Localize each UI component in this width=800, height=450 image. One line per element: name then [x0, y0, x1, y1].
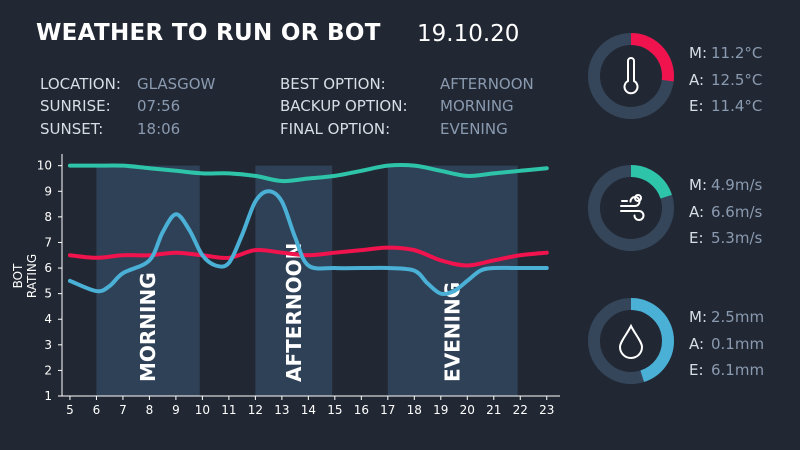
stat-key: A:	[689, 70, 705, 89]
x-tick-label: 17	[380, 403, 395, 417]
y-tick-label: 3	[44, 338, 52, 352]
temperature-stats: M: 11.2°C A: 12.5°C E: 11.4°C	[689, 44, 762, 124]
rain-gauge	[588, 298, 674, 384]
series-line	[67, 163, 549, 184]
rain-gauge-arc	[588, 298, 674, 384]
y-tick-label: 4	[44, 312, 52, 326]
y-tick-label: 2	[44, 363, 52, 377]
info-final-option: FINAL OPTION: EVENING	[280, 120, 508, 138]
temperature-gauge-arc	[588, 33, 674, 119]
stat-key: E:	[689, 361, 704, 379]
x-tick-label: 8	[146, 403, 154, 417]
info-label: BEST OPTION:	[280, 75, 386, 93]
info-value: EVENING	[440, 120, 508, 138]
wind-gauge-arc	[588, 165, 674, 251]
period-label: AFTERNOON	[282, 243, 306, 382]
stat-row: M: 4.9m/s	[689, 176, 762, 203]
period-band	[387, 165, 518, 396]
report-date: 19.10.20	[417, 21, 520, 47]
stat-row: A: 0.1mm	[689, 335, 764, 362]
x-tick-label: 20	[460, 403, 475, 417]
wind-stats: M: 4.9m/s A: 6.6m/s E: 5.3m/s	[689, 176, 762, 256]
y-tick-label: 10	[37, 159, 52, 173]
info-value: 07:56	[137, 97, 181, 115]
x-tick-label: 13	[274, 403, 289, 417]
info-label: FINAL OPTION:	[280, 120, 391, 138]
rain-stats: M: 2.5mm A: 0.1mm E: 6.1mm	[689, 308, 764, 388]
stat-key: M:	[689, 308, 707, 326]
x-tick-label: 21	[486, 403, 501, 417]
stat-key: M:	[689, 44, 707, 62]
stat-key: E:	[689, 229, 704, 247]
period-label: MORNING	[136, 272, 160, 382]
info-value: AFTERNOON	[440, 75, 534, 93]
stat-row: A: 12.5°C	[689, 71, 762, 98]
x-tick-label: 12	[248, 403, 263, 417]
info-sunset: SUNSET: 18:06	[40, 120, 180, 138]
y-tick-label: 1	[44, 389, 52, 403]
stat-row: M: 11.2°C	[689, 44, 762, 71]
thermometer-icon	[623, 57, 639, 95]
x-tick-label: 5	[66, 403, 74, 417]
x-tick-label: 18	[407, 403, 422, 417]
stat-value: 12.5°C	[711, 70, 763, 89]
x-tick-label: 11	[221, 403, 236, 417]
x-tick-label: 10	[195, 403, 210, 417]
x-tick-label: 9	[172, 403, 180, 417]
y-tick-label: 5	[44, 287, 52, 301]
info-sunrise: SUNRISE: 07:56	[40, 97, 180, 115]
info-best-option: BEST OPTION: AFTERNOON	[280, 75, 534, 93]
stat-value: 4.9m/s	[711, 176, 763, 194]
bot-rating-chart: MORNING AFTERNOON EVENING 5 6 7 8 9 10 11 12 13 14 1…	[37, 154, 560, 417]
stat-key: A:	[689, 202, 705, 221]
stat-row: E: 6.1mm	[689, 361, 764, 388]
stat-value: 6.6m/s	[711, 202, 763, 221]
info-value: GLASGOW	[137, 75, 216, 93]
stat-key: A:	[689, 334, 705, 353]
stat-value: 6.1mm	[711, 361, 765, 379]
info-label: LOCATION:	[40, 75, 121, 93]
stat-row: E: 5.3m/s	[689, 229, 762, 256]
stat-key: M:	[689, 176, 707, 194]
series-line	[67, 189, 549, 297]
x-tick-label: 15	[327, 403, 342, 417]
y-tick-label: 8	[44, 210, 52, 224]
page-title: WEATHER TO RUN OR BOT	[36, 20, 381, 46]
y-tick-label: 7	[44, 235, 52, 249]
period-band	[255, 165, 333, 396]
period-label: EVENING	[441, 282, 465, 382]
x-tick-label: 19	[433, 403, 448, 417]
stat-row: M: 2.5mm	[689, 308, 764, 335]
raindrop-icon	[618, 323, 644, 359]
x-tick-label: 23	[539, 403, 554, 417]
x-tick-label: 16	[354, 403, 369, 417]
wind-gauge	[588, 165, 674, 251]
stat-value: 0.1mm	[711, 334, 765, 353]
stat-value: 5.3m/s	[711, 229, 763, 247]
stat-row: E: 11.4°C	[689, 97, 762, 124]
info-label: BACKUP OPTION:	[280, 97, 408, 115]
x-tick-label: 6	[93, 403, 101, 417]
info-value: MORNING	[440, 97, 514, 115]
wind-icon	[620, 194, 645, 221]
info-label: SUNSET:	[40, 120, 104, 138]
stat-row: A: 6.6m/s	[689, 203, 762, 230]
x-tick-label: 14	[301, 403, 316, 417]
y-tick-label: 6	[44, 261, 52, 275]
stat-value: 11.4°C	[711, 97, 763, 115]
stat-key: E:	[689, 97, 704, 115]
info-backup-option: BACKUP OPTION: MORNING	[280, 97, 514, 115]
info-value: 18:06	[137, 120, 181, 138]
x-tick-label: 22	[513, 403, 528, 417]
info-location: LOCATION: GLASGOW	[40, 75, 215, 93]
y-tick-label: 9	[44, 184, 52, 198]
temperature-gauge	[588, 33, 674, 119]
x-tick-label: 7	[119, 403, 127, 417]
stat-value: 2.5mm	[711, 308, 765, 326]
stat-value: 11.2°C	[711, 44, 763, 62]
series-line	[67, 245, 549, 268]
info-label: SUNRISE:	[40, 97, 111, 115]
